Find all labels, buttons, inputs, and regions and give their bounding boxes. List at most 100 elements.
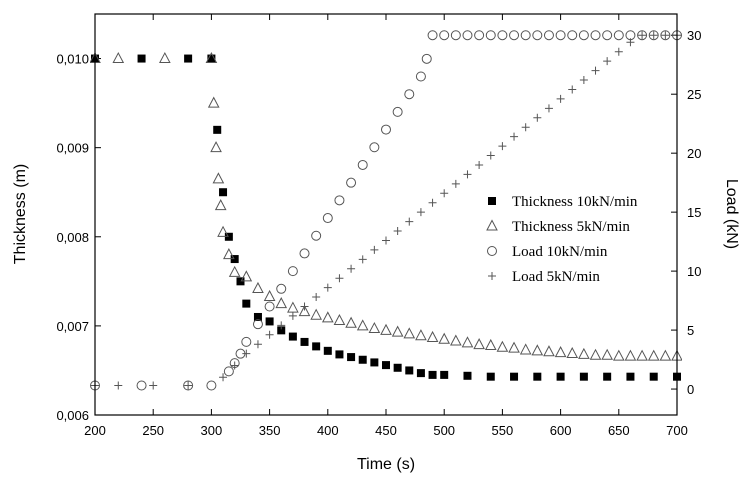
data-point [299, 248, 310, 259]
data-point [253, 312, 262, 321]
data-point [568, 85, 577, 94]
data-point [579, 76, 588, 85]
data-point [357, 159, 368, 170]
data-point [421, 53, 432, 64]
data-point [207, 54, 216, 63]
legend-item: Thickness 5kN/min [486, 219, 630, 235]
plot-frame [94, 13, 678, 416]
data-point [602, 30, 613, 41]
data-point [323, 346, 332, 355]
data-point [310, 308, 322, 320]
data-point [660, 30, 671, 41]
data-point [439, 30, 450, 41]
data-point [346, 177, 357, 188]
data-point [555, 30, 566, 41]
data-point [508, 341, 520, 353]
data-point [298, 305, 311, 317]
data-point [532, 30, 543, 41]
data-point [426, 330, 439, 342]
data-point [614, 47, 623, 56]
data-point [213, 125, 222, 134]
data-point [311, 230, 322, 241]
y2-tick-label: 30 [687, 28, 701, 43]
data-point [626, 372, 635, 381]
y2-axis-title: Load (kN) [723, 179, 740, 249]
data-point [463, 371, 472, 380]
legend-label: Thickness 5kN/min [512, 219, 630, 235]
data-point [184, 54, 193, 63]
data-point [219, 373, 228, 382]
y2-tick-label: 20 [687, 146, 701, 161]
data-point [567, 30, 578, 41]
data-point [333, 313, 346, 326]
data-point [223, 248, 235, 260]
data-point [381, 124, 391, 135]
data-point [485, 30, 496, 41]
data-point [312, 293, 321, 302]
data-point [463, 170, 472, 179]
data-point [112, 51, 125, 64]
data-point [230, 255, 239, 264]
data-point [450, 334, 462, 346]
data-point [347, 264, 356, 273]
data-point [263, 289, 276, 301]
data-point [462, 30, 473, 41]
legend-marker [486, 219, 498, 231]
data-point [207, 96, 220, 108]
data-point [647, 349, 660, 361]
data-point [520, 30, 531, 41]
data-point [638, 31, 647, 40]
x-tick-label: 450 [375, 423, 397, 438]
data-point [205, 51, 218, 64]
data-point [210, 141, 222, 153]
series-0 [91, 54, 681, 381]
data-point [579, 372, 588, 381]
data-point [416, 369, 425, 378]
data-point [242, 299, 251, 308]
data-point [236, 277, 245, 286]
data-point [475, 160, 484, 169]
x-axis-title: Time (s) [357, 456, 415, 473]
data-point [393, 363, 402, 372]
data-point [114, 381, 123, 390]
legend-marker [487, 246, 497, 256]
data-point [473, 338, 485, 350]
data-point [624, 349, 637, 361]
data-point [149, 381, 158, 390]
data-point [405, 366, 414, 375]
legend-label: Load 5kN/min [512, 269, 600, 285]
legend: Thickness 10kN/min Thickness 5kN/min Load … [486, 194, 638, 285]
data-point [510, 372, 519, 381]
legend-item: Load 5kN/min [488, 269, 600, 285]
data-point [612, 349, 625, 361]
data-point [345, 316, 357, 328]
data-point [496, 340, 509, 352]
data-point [626, 38, 635, 47]
data-point [212, 172, 225, 184]
x-tick-label: 300 [201, 423, 223, 438]
legend-label: Thickness 10kN/min [512, 194, 638, 210]
legend-item: Load 10kN/min [487, 244, 608, 260]
data-point [183, 380, 194, 391]
data-point [334, 195, 345, 206]
data-point [219, 188, 228, 197]
data-point [659, 349, 672, 361]
data-point [403, 327, 416, 339]
data-point [223, 366, 234, 377]
data-point [358, 355, 367, 364]
data-point [613, 30, 624, 41]
legend-marker [488, 197, 496, 205]
y-axis-title: Thickness (m) [12, 164, 29, 264]
legend-marker [488, 272, 496, 280]
data-point [415, 329, 427, 341]
data-point [438, 332, 451, 344]
data-point [589, 348, 602, 360]
data-point [159, 51, 171, 64]
data-point [312, 342, 321, 351]
series-3 [91, 31, 681, 390]
data-point [392, 106, 403, 117]
y-tick-label: 0,006 [56, 408, 89, 423]
data-point [636, 349, 648, 361]
data-point [230, 361, 239, 370]
tick-layer: 200 250 300 350 400 450 500 550 600 650 7000,0060,… [56, 14, 701, 438]
